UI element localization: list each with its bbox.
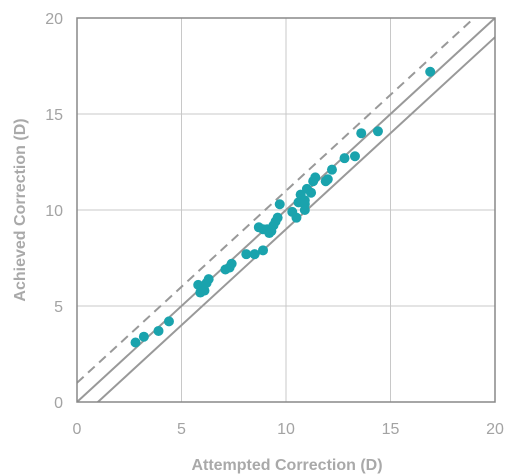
data-points bbox=[130, 66, 436, 348]
data-point bbox=[153, 325, 164, 336]
x-tick-label: 5 bbox=[177, 421, 186, 438]
reference-line-dashed bbox=[77, 18, 476, 384]
data-point bbox=[272, 212, 283, 223]
y-tick-label: 20 bbox=[45, 11, 63, 28]
x-tick-label: 20 bbox=[486, 421, 504, 438]
tick-labels: 0 5 10 15 20 0 5 10 15 20 bbox=[45, 11, 504, 438]
data-point bbox=[291, 212, 302, 223]
data-point bbox=[241, 249, 252, 260]
y-tick-label: 0 bbox=[54, 395, 63, 412]
y-tick-label: 5 bbox=[54, 299, 63, 316]
y-tick-label: 15 bbox=[45, 107, 63, 124]
x-tick-label: 15 bbox=[382, 421, 400, 438]
x-tick-label: 0 bbox=[73, 421, 82, 438]
data-point bbox=[130, 337, 141, 348]
y-tick-label: 10 bbox=[45, 203, 63, 220]
data-point bbox=[138, 331, 149, 342]
plot-border bbox=[76, 17, 496, 403]
data-point bbox=[226, 258, 237, 269]
plot-frame bbox=[76, 17, 496, 403]
data-point bbox=[203, 274, 214, 285]
data-point bbox=[349, 151, 360, 162]
data-point bbox=[339, 153, 350, 164]
data-point bbox=[310, 172, 321, 183]
data-point bbox=[163, 316, 174, 327]
data-point bbox=[199, 285, 210, 296]
x-tick-label: 10 bbox=[277, 421, 295, 438]
data-point bbox=[356, 128, 367, 139]
data-point bbox=[306, 187, 317, 198]
data-point bbox=[326, 164, 337, 175]
reference-line-solid bbox=[96, 36, 495, 402]
data-point bbox=[299, 195, 310, 206]
data-point bbox=[425, 66, 436, 77]
data-point bbox=[274, 199, 285, 210]
x-axis-label: Attempted Correction (D) bbox=[191, 457, 382, 474]
data-point bbox=[322, 174, 333, 185]
data-point bbox=[372, 126, 383, 137]
y-axis-label: Achieved Correction (D) bbox=[12, 118, 29, 301]
data-point bbox=[258, 245, 269, 256]
data-point bbox=[249, 249, 260, 260]
